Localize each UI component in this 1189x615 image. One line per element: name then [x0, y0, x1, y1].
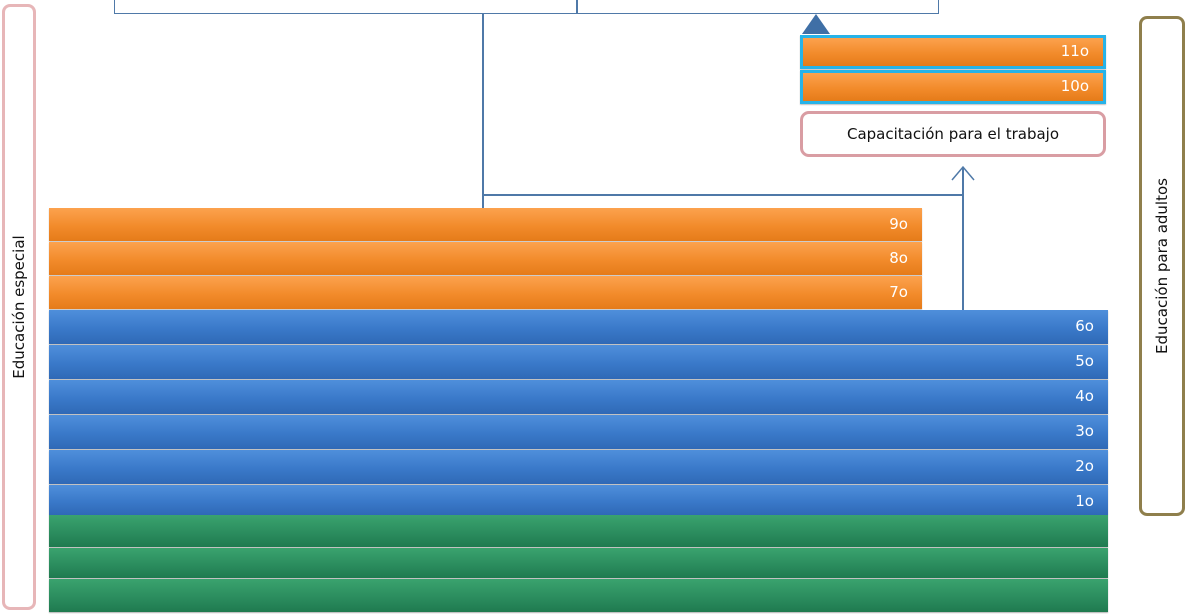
grade-4-bar: 4o [49, 380, 1108, 414]
preschool-level-3-bar [49, 515, 1108, 547]
grade-10-bar: 10o [800, 70, 1106, 104]
grade-1-bar: 1o [49, 485, 1108, 515]
special-education-frame: Educación especial [2, 4, 36, 610]
adult-education-frame: Educación para adultos [1139, 16, 1185, 516]
grade-7-bar: 7o [49, 276, 922, 309]
grade-2-bar: 2o [49, 450, 1108, 484]
grade-5-bar: 5o [49, 345, 1108, 379]
adult-education-label: Educación para adultos [1153, 178, 1171, 354]
preschool-level-1-bar [49, 579, 1108, 612]
arrow-up-icon [951, 165, 975, 181]
grade-6-bar: 6o [49, 310, 1108, 344]
grade-11-bar: 11o [800, 35, 1106, 69]
special-education-label: Educación especial [10, 235, 28, 379]
top-connector-box [114, 0, 939, 14]
top-box-divider [576, 0, 578, 14]
connector-vertical-right [962, 168, 964, 311]
grade-3-bar: 3o [49, 415, 1108, 449]
grade-8-bar: 8o [49, 242, 922, 275]
triangle-marker-icon [802, 14, 830, 34]
preschool-level-2-bar [49, 548, 1108, 578]
connector-vertical-main [482, 14, 484, 210]
grade-9-bar: 9o [49, 208, 922, 241]
connector-horizontal [482, 194, 963, 196]
job-training-box: Capacitación para el trabajo [800, 111, 1106, 157]
